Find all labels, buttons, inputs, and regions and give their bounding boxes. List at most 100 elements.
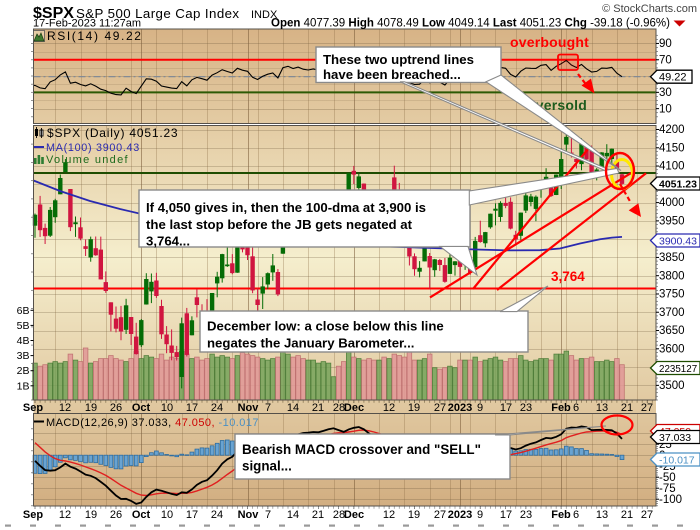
svg-text:13: 13	[596, 509, 608, 521]
svg-text:-75: -75	[659, 483, 676, 495]
svg-text:3750: 3750	[659, 289, 685, 301]
svg-text:2023: 2023	[448, 509, 472, 521]
svg-text:19: 19	[408, 402, 420, 414]
svg-text:MACD(12,26,9) 37.033, 47.050,: MACD(12,26,9) 37.033, 47.050, -10.017	[46, 417, 259, 429]
svg-text:1B: 1B	[17, 380, 30, 392]
svg-text:Oct: Oct	[132, 402, 151, 414]
svg-text:9: 9	[477, 402, 483, 414]
svg-text:4000: 4000	[659, 197, 685, 209]
svg-text:10: 10	[161, 402, 173, 414]
svg-text:19: 19	[85, 509, 97, 521]
svg-text:17: 17	[500, 509, 512, 521]
svg-text:Dec: Dec	[344, 509, 364, 521]
svg-text:MA(100) 3900.43: MA(100) 3900.43	[46, 142, 140, 154]
svg-text:21: 21	[621, 509, 633, 521]
svg-text:Dec: Dec	[344, 402, 364, 414]
svg-text:the last stop before the JB ge: the last stop before the JB gets negated…	[146, 217, 413, 232]
svg-text:overbought: overbought	[510, 34, 589, 50]
svg-text:24: 24	[211, 509, 223, 521]
svg-text:3850: 3850	[659, 252, 685, 264]
svg-text:These two uptrend lines: These two uptrend lines	[323, 52, 474, 67]
svg-text:24: 24	[211, 402, 223, 414]
svg-text:3500: 3500	[659, 380, 685, 392]
svg-text:26: 26	[110, 402, 122, 414]
svg-text:27: 27	[641, 402, 653, 414]
svg-text:4051.23: 4051.23	[659, 178, 697, 190]
svg-text:Open 4077.39 High 4078.49 Low: Open 4077.39 High 4078.49 Low 4049.14 La…	[271, 18, 670, 30]
svg-text:Sep: Sep	[23, 509, 43, 521]
svg-text:10: 10	[161, 509, 173, 521]
svg-text:Feb: Feb	[551, 402, 571, 414]
svg-text:17-Feb-2023 11:27am: 17-Feb-2023 11:27am	[33, 18, 141, 30]
svg-text:14: 14	[287, 402, 299, 414]
svg-text:26: 26	[110, 509, 122, 521]
svg-text:3900.43: 3900.43	[659, 235, 697, 247]
svg-text:© StockCharts.com: © StockCharts.com	[602, 3, 697, 15]
svg-text:Nov: Nov	[238, 509, 260, 521]
svg-text:90: 90	[659, 38, 672, 50]
svg-text:12: 12	[59, 509, 71, 521]
svg-text:9: 9	[477, 509, 483, 521]
svg-text:49.22: 49.22	[659, 71, 687, 83]
svg-text:Feb: Feb	[551, 509, 571, 521]
svg-text:6B: 6B	[17, 305, 30, 317]
svg-text:4B: 4B	[17, 335, 30, 347]
svg-text:23: 23	[520, 402, 532, 414]
svg-text:2235127: 2235127	[659, 364, 697, 375]
svg-text:30: 30	[659, 87, 672, 99]
svg-text:2B: 2B	[17, 365, 30, 377]
svg-text:INDX: INDX	[251, 9, 278, 21]
svg-text:3650: 3650	[659, 325, 685, 337]
svg-text:4150: 4150	[659, 142, 685, 154]
svg-text:RSI(14) 49.22: RSI(14) 49.22	[47, 29, 143, 43]
svg-text:Oct: Oct	[132, 509, 151, 521]
svg-text:28: 28	[333, 402, 345, 414]
svg-text:Sep: Sep	[23, 402, 43, 414]
svg-text:-50: -50	[659, 472, 676, 484]
svg-text:$SPX (Daily) 4051.23: $SPX (Daily) 4051.23	[47, 126, 178, 140]
svg-text:17: 17	[186, 509, 198, 521]
svg-text:28: 28	[333, 509, 345, 521]
svg-text:negates the January Barometer.: negates the January Barometer...	[207, 336, 414, 351]
svg-text:3,764...: 3,764...	[146, 234, 190, 249]
svg-text:10: 10	[659, 103, 672, 115]
svg-text:3800: 3800	[659, 270, 685, 282]
svg-text:6: 6	[573, 509, 579, 521]
svg-text:5B: 5B	[17, 320, 30, 332]
svg-text:Volume undef: Volume undef	[46, 154, 129, 166]
svg-text:12: 12	[383, 402, 395, 414]
svg-text:-10.017: -10.017	[659, 454, 695, 466]
svg-text:Bearish MACD crossover and "SE: Bearish MACD crossover and "SELL"	[242, 442, 481, 457]
svg-text:S&P 500 Large Cap Index: S&P 500 Large Cap Index	[76, 6, 239, 21]
svg-text:70: 70	[659, 54, 672, 66]
svg-text:19: 19	[408, 509, 420, 521]
svg-text:12: 12	[59, 402, 71, 414]
svg-text:Nov: Nov	[238, 402, 260, 414]
svg-text:37.033: 37.033	[659, 432, 691, 444]
svg-text:4100: 4100	[659, 161, 685, 173]
svg-text:21: 21	[621, 402, 633, 414]
svg-text:3950: 3950	[659, 215, 685, 227]
svg-text:23: 23	[520, 509, 532, 521]
svg-text:2023: 2023	[448, 402, 472, 414]
svg-text:3,764: 3,764	[551, 269, 585, 284]
svg-text:7: 7	[265, 509, 271, 521]
svg-text:3700: 3700	[659, 307, 685, 319]
svg-text:have been breached...: have been breached...	[323, 67, 461, 82]
svg-text:14: 14	[287, 509, 299, 521]
svg-text:4200: 4200	[659, 124, 685, 136]
svg-text:If 4,050 gives in, then the 10: If 4,050 gives in, then the 100-dma at 3…	[146, 200, 426, 215]
svg-text:19: 19	[85, 402, 97, 414]
svg-text:17: 17	[186, 402, 198, 414]
svg-text:12: 12	[383, 509, 395, 521]
svg-text:$SPX: $SPX	[33, 5, 74, 22]
svg-text:27: 27	[434, 402, 446, 414]
svg-text:17: 17	[500, 402, 512, 414]
svg-text:13: 13	[596, 402, 608, 414]
svg-text:7: 7	[265, 402, 271, 414]
svg-text:December low: a close below th: December low: a close below this line	[207, 319, 444, 334]
svg-text:signal...: signal...	[242, 459, 292, 474]
svg-text:21: 21	[312, 402, 324, 414]
svg-text:3B: 3B	[17, 350, 30, 362]
svg-text:21: 21	[312, 509, 324, 521]
